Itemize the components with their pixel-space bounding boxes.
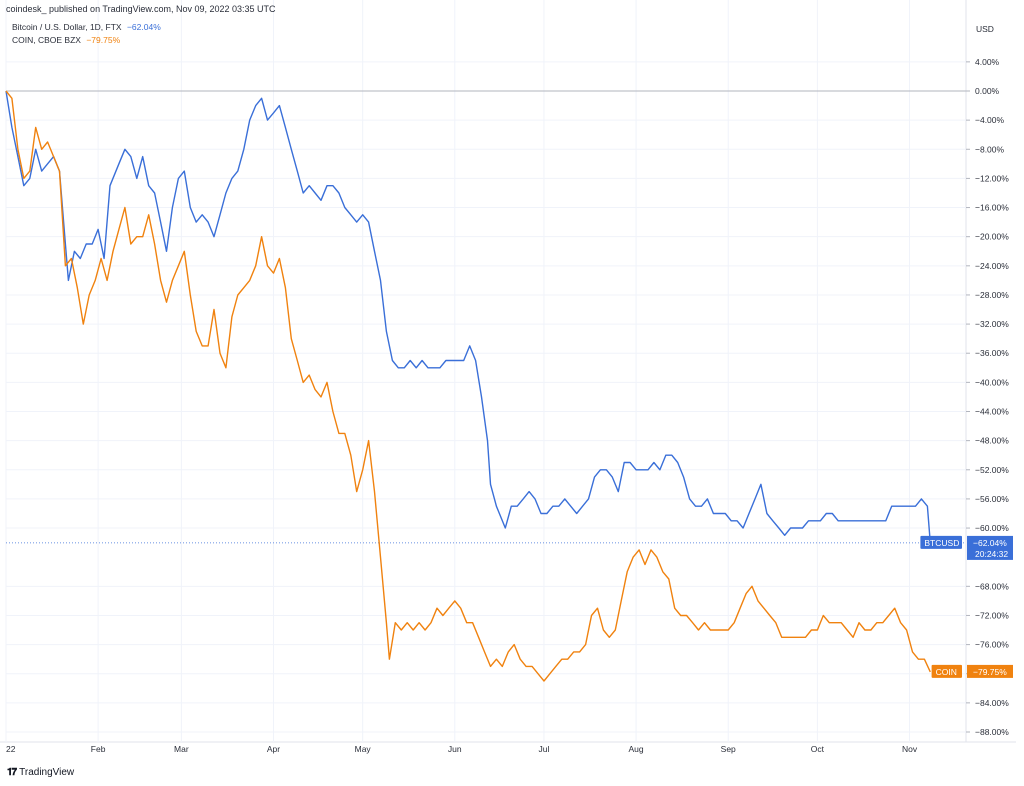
- series-value-tag-label: −62.04%: [973, 538, 1007, 548]
- x-tick-label: Sep: [721, 744, 736, 754]
- x-tick-label: May: [355, 744, 372, 754]
- legend-coin[interactable]: COIN, CBOE BZX −79.75%: [12, 35, 120, 45]
- legend-coin-label: COIN, CBOE BZX: [12, 35, 81, 45]
- y-tick-label: −16.00%: [975, 203, 1009, 213]
- series-name-tag-label: BTCUSD: [924, 538, 959, 548]
- y-tick-label: −72.00%: [975, 610, 1009, 620]
- x-axis: 22 Feb Mar Apr May Jun Jul Aug Sep Oct Nov: [6, 744, 918, 754]
- countdown-label: 20:24:32: [975, 549, 1008, 559]
- y-tick-label: −4.00%: [975, 115, 1005, 125]
- x-tick-label: Jun: [448, 744, 462, 754]
- publisher-caption: coindesk_ published on TradingView.com, …: [6, 4, 276, 14]
- y-tick-label: −88.00%: [975, 727, 1009, 737]
- x-tick-label: Jul: [539, 744, 550, 754]
- x-tick-label: Mar: [174, 744, 189, 754]
- series-value-tag-label: −79.75%: [973, 667, 1007, 677]
- y-tick-label: −76.00%: [975, 640, 1009, 650]
- y-tick-label: 4.00%: [975, 57, 1000, 67]
- x-tick-label: 22: [6, 744, 16, 754]
- y-tick-label: −20.00%: [975, 232, 1009, 242]
- series-line-coin: [5, 90, 931, 682]
- y-tick-label: −12.00%: [975, 173, 1009, 183]
- legend-btc-label: Bitcoin / U.S. Dollar, 1D, FTX: [12, 22, 122, 32]
- y-tick-label: −8.00%: [975, 144, 1005, 154]
- x-tick-label: Oct: [811, 744, 825, 754]
- y-tick-label: −32.00%: [975, 319, 1009, 329]
- price-tags: BTCUSD −62.04%20:24:32 COIN −79.75%: [920, 535, 1013, 678]
- legend-coin-change: −79.75%: [86, 35, 121, 45]
- series-value-tag: [967, 535, 1013, 560]
- series-name-tag: [931, 664, 962, 678]
- grid: [0, 0, 1016, 743]
- y-tick-label: −84.00%: [975, 698, 1009, 708]
- series-value-tag: [967, 664, 1013, 678]
- series-line-btcusd: [5, 90, 931, 543]
- x-tick-label: Nov: [902, 744, 918, 754]
- y-tick-label: −60.00%: [975, 523, 1009, 533]
- y-tick-label: −28.00%: [975, 290, 1009, 300]
- footer-branding[interactable]: 𝟏𝟕 TradingView: [7, 767, 74, 778]
- x-tick-label: Apr: [267, 744, 280, 754]
- y-tick-label: −40.00%: [975, 377, 1009, 387]
- zero-line: [6, 90, 966, 544]
- y-tick-label: −52.00%: [975, 465, 1009, 475]
- x-tick-label: Aug: [629, 744, 644, 754]
- x-tick-label: Feb: [91, 744, 106, 754]
- y-tick-label: −48.00%: [975, 436, 1009, 446]
- y-tick-label: −24.00%: [975, 261, 1009, 271]
- y-tick-label: 0.00%: [975, 86, 1000, 96]
- y-tick-label: −68.00%: [975, 581, 1009, 591]
- tradingview-logo-icon: 𝟏𝟕: [7, 767, 17, 778]
- footer-brand-text: TradingView: [19, 767, 75, 778]
- axis-currency-label: USD: [976, 24, 994, 34]
- series-name-tag: [920, 535, 962, 549]
- y-axis: 4.00% 0.00% −4.00% −8.00% −12.00% −16.00% −20.…: [966, 57, 1009, 737]
- legend-btc-change: −62.04%: [126, 22, 161, 32]
- y-tick-label: −36.00%: [975, 348, 1009, 358]
- y-tick-label: −44.00%: [975, 407, 1009, 417]
- series-lines: [5, 90, 931, 682]
- legend-btc[interactable]: Bitcoin / U.S. Dollar, 1D, FTX −62.04%: [12, 22, 161, 32]
- series-name-tag-label: COIN: [936, 667, 957, 677]
- y-tick-label: −56.00%: [975, 494, 1009, 504]
